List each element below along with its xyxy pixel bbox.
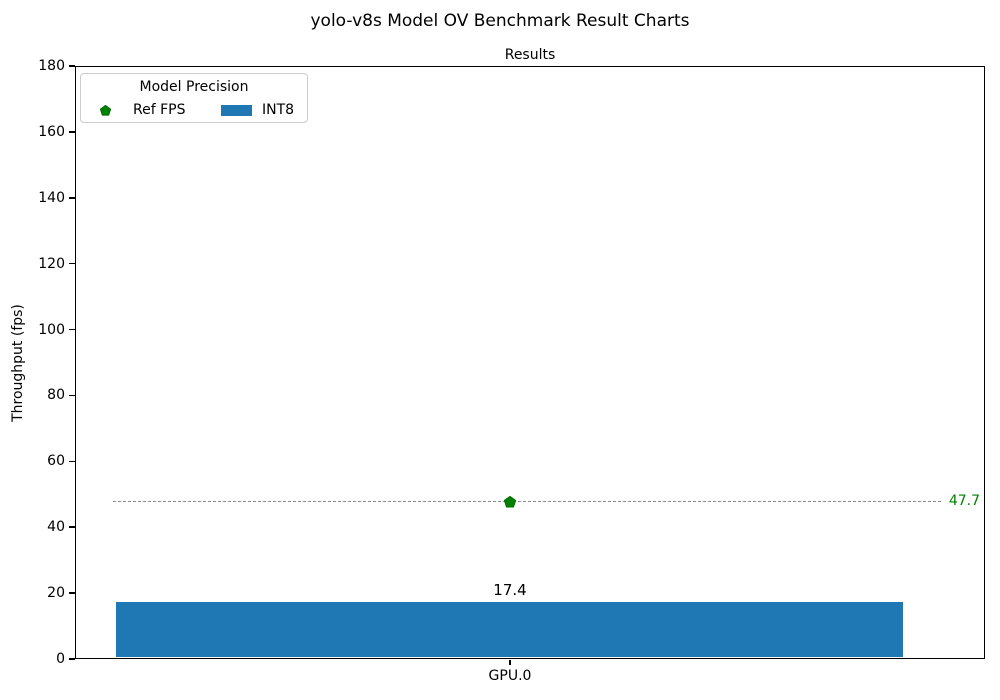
- y-tick-mark: [69, 131, 75, 133]
- y-tick-label: 160: [38, 123, 65, 140]
- ref-fps-line: [113, 501, 941, 503]
- y-tick-mark: [69, 394, 75, 397]
- y-tick-label: 140: [38, 189, 65, 206]
- y-axis-label: Throughput (fps): [10, 304, 26, 422]
- pentagon-icon: [100, 105, 111, 116]
- y-tick-mark: [69, 592, 75, 594]
- y-tick-label: 120: [38, 255, 65, 272]
- y-tick-mark: [69, 658, 75, 660]
- ref-value-label: 47.7: [948, 492, 980, 509]
- bar-value-label: 17.4: [493, 580, 527, 599]
- y-tick-mark: [69, 262, 75, 265]
- y-tick-label: 60: [47, 453, 65, 470]
- y-tick-label: 0: [56, 651, 65, 667]
- y-tick-mark: [69, 65, 75, 67]
- y-tick-label: 80: [47, 387, 65, 404]
- legend-int8-label: INT8: [262, 102, 295, 118]
- pentagon-icon: [504, 495, 516, 508]
- y-tick-label: 20: [47, 585, 65, 602]
- y-tick-mark: [69, 460, 75, 463]
- x-tick-mark: [509, 660, 511, 665]
- legend: Model Precision Ref FPS INT8: [80, 73, 308, 123]
- plot-area: [75, 66, 985, 659]
- y-tick-label: 100: [38, 321, 65, 338]
- x-tick-label: GPU.0: [488, 668, 532, 684]
- y-tick-mark: [69, 197, 75, 199]
- legend-int8-swatch: [221, 105, 252, 116]
- chart-title: yolo-v8s Model OV Benchmark Result Chart…: [310, 11, 690, 31]
- y-tick-mark: [69, 328, 75, 331]
- legend-title: Model Precision: [139, 79, 249, 95]
- y-tick-label: 40: [47, 519, 65, 536]
- bar-int8: [116, 601, 903, 658]
- y-tick-mark: [69, 526, 75, 528]
- legend-ref-fps-label: Ref FPS: [133, 102, 186, 118]
- y-tick-label: 180: [38, 58, 65, 74]
- axes-title: Results: [504, 47, 556, 63]
